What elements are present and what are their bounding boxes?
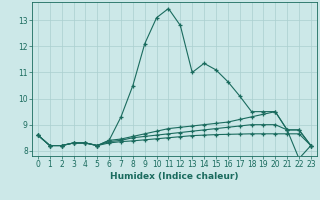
X-axis label: Humidex (Indice chaleur): Humidex (Indice chaleur) [110,172,239,181]
